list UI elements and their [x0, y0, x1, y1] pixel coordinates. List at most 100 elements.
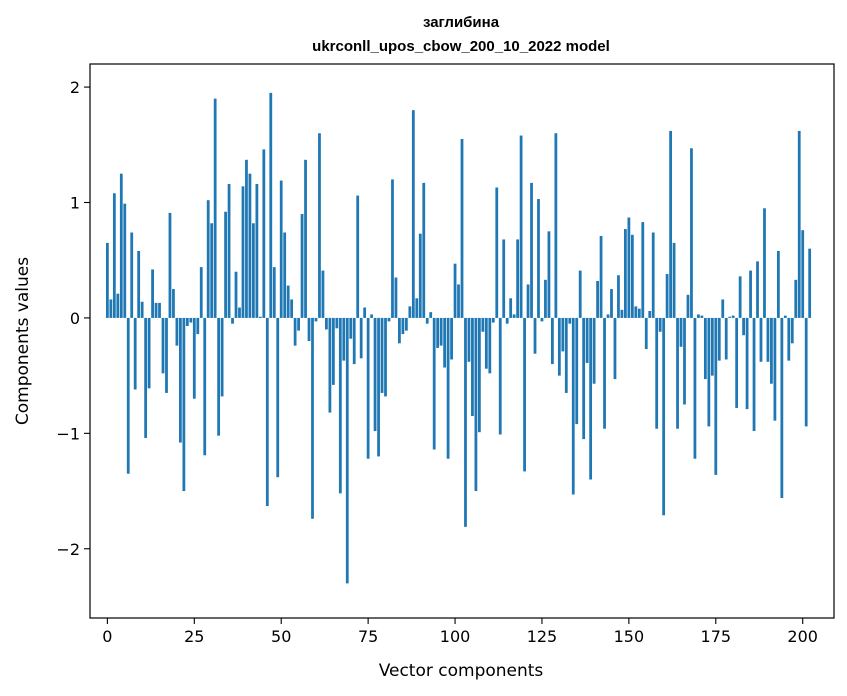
- bar: [192, 317, 196, 399]
- bar: [328, 317, 332, 413]
- bar: [123, 203, 127, 318]
- bar: [770, 317, 773, 384]
- bar: [617, 275, 620, 318]
- bar: [620, 309, 624, 318]
- bar: [335, 317, 339, 329]
- bar: [756, 261, 759, 318]
- bar: [780, 317, 784, 498]
- bar: [467, 317, 471, 362]
- bar: [415, 298, 419, 318]
- bar: [290, 299, 294, 318]
- bar: [352, 317, 356, 365]
- x-axis-ticks: 0 25 50 75 100 125 150 175 200: [102, 618, 818, 646]
- bar: [568, 317, 572, 324]
- x-tick-label: 175: [701, 627, 732, 646]
- bar: [297, 317, 300, 331]
- bar: [686, 294, 690, 318]
- bar: [300, 214, 304, 318]
- x-tick-label: 25: [184, 627, 204, 646]
- bar: [418, 233, 422, 318]
- bar: [634, 306, 638, 318]
- bar: [105, 242, 109, 318]
- bar: [366, 317, 370, 459]
- bar: [151, 269, 154, 318]
- bar: [484, 317, 488, 369]
- bar: [126, 317, 130, 474]
- bar: [342, 317, 346, 361]
- bar: [651, 232, 655, 318]
- bar: [592, 317, 596, 384]
- bar: [658, 317, 662, 332]
- chart-title: заглибина: [423, 14, 500, 31]
- bar: [544, 279, 547, 318]
- bar: [165, 317, 168, 393]
- bar: [321, 270, 325, 318]
- bar: [488, 317, 492, 374]
- bar: [220, 317, 224, 397]
- bar: [137, 250, 141, 318]
- bar: [436, 317, 440, 348]
- bar: [307, 317, 311, 341]
- bar: [551, 317, 554, 365]
- bar: [384, 317, 387, 397]
- bar: [637, 308, 641, 318]
- bar: [641, 222, 645, 318]
- bar: [140, 301, 144, 318]
- bar: [644, 317, 648, 350]
- bar: [356, 195, 360, 318]
- bar: [185, 317, 189, 326]
- bar: [624, 229, 627, 318]
- bar: [338, 317, 342, 494]
- bar: [133, 317, 137, 390]
- bar: [759, 317, 763, 362]
- bar: [446, 317, 450, 459]
- bar: [189, 317, 193, 323]
- bar: [540, 317, 544, 322]
- bar: [245, 159, 248, 318]
- bar: [158, 302, 161, 318]
- bar: [116, 293, 120, 318]
- y-tick-label: −2: [56, 540, 80, 559]
- bar: [404, 317, 408, 331]
- bar: [571, 317, 575, 495]
- bar: [464, 317, 467, 527]
- chart-subtitle: ukrconll_upos_cbow_200_10_2022 model: [312, 38, 610, 55]
- x-axis-label: Vector components: [379, 661, 544, 681]
- bar: [265, 317, 269, 507]
- bar: [669, 130, 672, 318]
- bars-group: [105, 92, 812, 584]
- bar: [599, 235, 603, 318]
- bar: [801, 230, 805, 318]
- y-axis-ticks: −2 −1 0 1 2: [56, 78, 90, 559]
- bar: [589, 317, 593, 480]
- bar: [154, 302, 158, 318]
- bar: [690, 148, 693, 318]
- bar: [443, 317, 447, 368]
- bar: [387, 317, 391, 322]
- bar: [554, 133, 558, 318]
- bar: [561, 317, 565, 352]
- bar: [199, 267, 203, 318]
- bar: [363, 307, 367, 318]
- bar: [498, 317, 502, 435]
- bar: [377, 317, 380, 457]
- bar: [763, 208, 766, 318]
- x-tick-label: 75: [358, 627, 378, 646]
- bar: [523, 317, 526, 472]
- bar: [766, 317, 770, 362]
- bar: [109, 299, 113, 318]
- y-axis-label: Components values: [13, 257, 33, 425]
- bar: [119, 173, 123, 318]
- bar: [234, 271, 238, 318]
- y-tick-label: 1: [70, 194, 80, 213]
- bar: [509, 298, 513, 318]
- bar: [697, 314, 700, 318]
- bar: [175, 317, 179, 346]
- bar: [665, 274, 669, 318]
- y-tick-label: 0: [70, 309, 80, 328]
- bar: [477, 317, 481, 433]
- bar: [710, 317, 714, 376]
- bar: [672, 242, 676, 318]
- bar: [533, 317, 537, 354]
- bar: [450, 317, 453, 360]
